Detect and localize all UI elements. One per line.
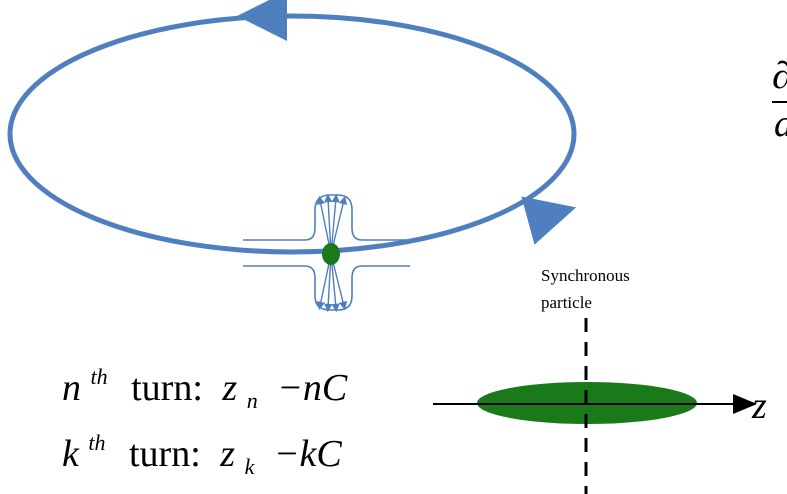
turn-n-rest: −nC: [277, 367, 348, 409]
turn-n-sup: th: [91, 364, 108, 389]
turn-n-var: z: [221, 367, 237, 409]
turn-n-index: n: [62, 367, 81, 409]
ring-direction-arrow-bottom: [521, 196, 577, 245]
turn-k-word: turn:: [129, 433, 201, 475]
z-axis-label: z: [751, 385, 767, 427]
turn-k-rest: −kC: [274, 433, 343, 475]
turn-n-sub: n: [247, 388, 258, 413]
turn-k-sub: k: [245, 454, 256, 479]
turn-n-equation: n th turn: z n −nC: [62, 351, 348, 417]
bunch-in-ring: [322, 243, 340, 265]
turn-k-index: k: [62, 433, 80, 475]
turn-n-word: turn:: [131, 367, 203, 409]
storage-ring: [7, 13, 577, 255]
clipped-glyph-top: ∂: [772, 55, 787, 97]
sync-label-line2: particle: [541, 293, 592, 312]
turn-k-equation: k th turn: z k −kC: [62, 417, 342, 483]
turn-k-var: z: [219, 433, 235, 475]
svg-text:n th turn: z: n th turn: z n −nC: [62, 351, 348, 417]
svg-text:k th turn: z: k th turn: z k −kC: [62, 417, 342, 483]
clipped-glyph-bottom: d: [774, 103, 787, 145]
turn-k-sup: th: [88, 430, 105, 455]
sync-label-line1: Synchronous: [541, 266, 630, 285]
